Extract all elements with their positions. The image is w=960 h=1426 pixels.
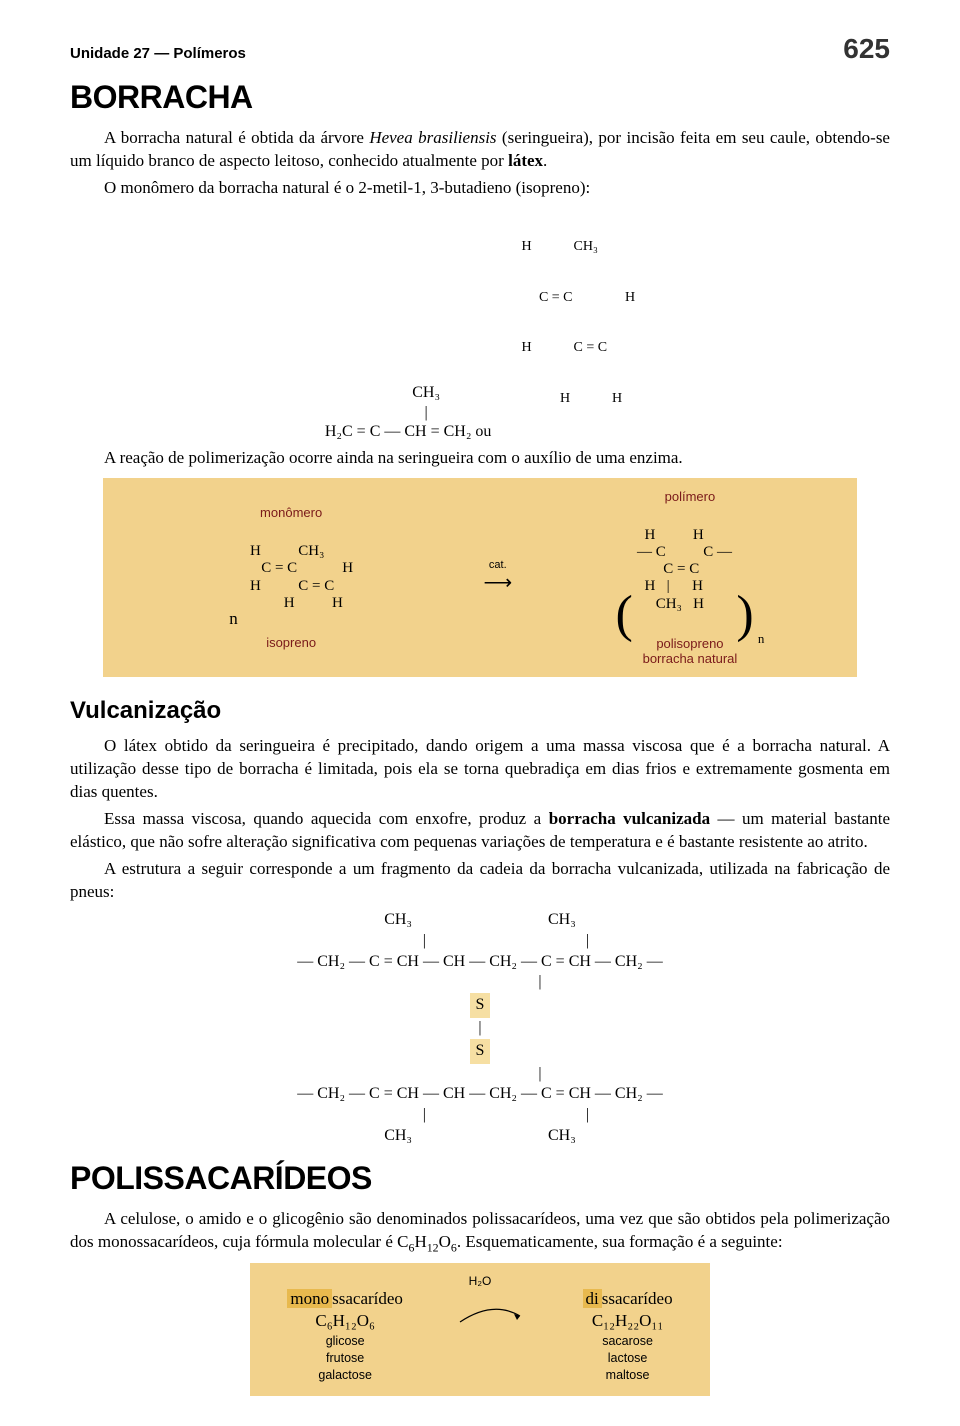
body-paragraph: Essa massa viscosa, quando aquecida com … <box>70 808 890 854</box>
vulcanized-structure: CH₃ CH₃ | | — CH₂ — C = CH — CH — CH₂ — … <box>70 910 890 1147</box>
mono-formula: C₆H₁₂O₆ <box>287 1310 403 1333</box>
page-number: 625 <box>843 30 890 68</box>
example-list: sacarose lactose maltose <box>583 1333 673 1384</box>
unit-label: Unidade 27 — Polímeros <box>70 44 246 64</box>
disaccharide-label: dissacarídeo <box>583 1288 673 1311</box>
reaction-arrow-icon: ⟶ <box>483 570 512 597</box>
di-formula: C₁₂H₂₂O₁₁ <box>583 1310 673 1333</box>
subsection-title-vulcanizacao: Vulcanização <box>70 695 890 727</box>
section-title-polissacarideos: POLISSACARÍDEOS <box>70 1157 890 1200</box>
isoprene-label: isopreno <box>117 635 466 651</box>
body-paragraph: A reação de polimerização ocorre ainda n… <box>70 447 890 470</box>
monomer-label: monômero <box>117 504 466 522</box>
polymer-label: polímero <box>530 488 850 506</box>
section-title-borracha: BORRACHA <box>70 76 890 119</box>
scheme-arrow-icon <box>458 1302 528 1333</box>
body-paragraph: A celulose, o amido e o glicogênio são d… <box>70 1208 890 1255</box>
page-header: Unidade 27 — Polímeros 625 <box>70 30 890 68</box>
body-paragraph: O monômero da borracha natural é o 2-met… <box>70 177 890 200</box>
example-list: glicose frutose galactose <box>287 1333 403 1384</box>
body-paragraph: O látex obtido da seringueira é precipit… <box>70 735 890 804</box>
body-paragraph: A estrutura a seguir corresponde a um fr… <box>70 858 890 904</box>
polyisoprene-label: polisopreno borracha natural <box>530 636 850 667</box>
monomer-structure: CH₃ | H₂C = C — CH = CH₂ ou H CH₃ C = C … <box>70 206 890 441</box>
monosaccharide-label: monossacarídeo <box>287 1288 403 1311</box>
polymerization-reaction-diagram: monômero n H CH₃ C = C H H C = C H H iso… <box>103 478 857 677</box>
body-paragraph: A borracha natural é obtida da árvore He… <box>70 127 890 173</box>
saccharide-scheme: H₂O monossacarídeo C₆H₁₂O₆ glicose fruto… <box>250 1263 710 1396</box>
